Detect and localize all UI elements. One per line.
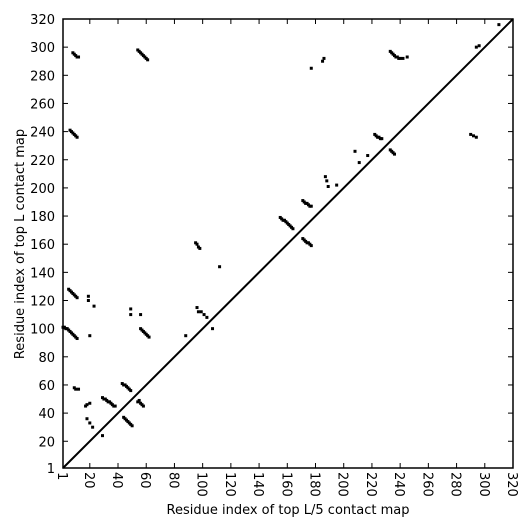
x-tick-label: 220 <box>363 472 378 497</box>
x-tick-label: 260 <box>419 472 434 497</box>
contact-point <box>205 315 209 319</box>
y-tick-label: 140 <box>30 266 55 281</box>
y-tick-label: 200 <box>30 182 55 197</box>
x-tick-label: 40 <box>109 472 124 489</box>
contact-point <box>474 45 478 49</box>
contact-point <box>211 327 215 331</box>
contact-point <box>309 204 313 208</box>
contact-point <box>199 310 203 314</box>
contact-point <box>139 313 143 317</box>
contact-point <box>335 183 339 187</box>
y-tick-label: 180 <box>30 210 55 225</box>
y-axis-label: Residue index of top L contact map <box>13 129 28 359</box>
contact-point <box>380 137 384 141</box>
contact-point <box>88 421 92 425</box>
x-axis-label: Residue index of top L/5 contact map <box>167 503 410 518</box>
contact-point <box>75 135 79 139</box>
y-tick-label: 120 <box>30 295 55 310</box>
x-tick-label: 1 <box>54 472 69 480</box>
contact-point <box>218 265 222 269</box>
contact-point <box>74 387 78 391</box>
y-tick-label: 220 <box>30 154 55 169</box>
contact-point <box>196 310 200 314</box>
contact-point <box>322 56 326 60</box>
contact-point <box>472 134 476 138</box>
contact-point <box>77 387 81 391</box>
y-tick-label: 260 <box>30 97 55 112</box>
contact-point <box>85 417 89 421</box>
contact-point <box>77 55 81 59</box>
contact-point <box>100 434 104 438</box>
y-tick-label: 80 <box>38 351 55 366</box>
x-tick-label: 180 <box>307 472 322 497</box>
x-tick-label: 80 <box>165 472 180 489</box>
contact-point <box>497 23 501 27</box>
contact-point <box>146 58 150 62</box>
contact-point <box>291 227 295 231</box>
plot-frame <box>62 18 514 469</box>
contact-point <box>353 149 357 153</box>
contact-point <box>326 184 330 188</box>
contact-point <box>75 296 79 300</box>
contact-point <box>401 56 405 60</box>
contact-point <box>86 299 90 303</box>
contact-point <box>137 398 141 402</box>
y-tick-label: 300 <box>30 41 55 56</box>
contact-point <box>86 294 90 298</box>
y-tick-label: 100 <box>30 323 55 338</box>
contact-point <box>366 154 370 158</box>
contact-point <box>85 403 89 407</box>
x-tick-label: 140 <box>250 472 265 497</box>
contact-point <box>357 161 361 165</box>
contact-point <box>198 246 202 250</box>
x-tick-label: 160 <box>278 472 293 497</box>
contact-point <box>184 334 188 338</box>
contact-point <box>321 59 325 63</box>
y-tick-label: 240 <box>30 126 55 141</box>
contact-point <box>88 401 92 405</box>
x-tick-label: 60 <box>137 472 152 489</box>
contact-point <box>393 152 397 156</box>
contact-point <box>477 44 481 48</box>
diagonal <box>62 18 514 469</box>
y-tick-label: 60 <box>38 379 55 394</box>
y-tick-label: 160 <box>30 238 55 253</box>
contact-point <box>474 135 478 139</box>
x-tick-label: 200 <box>335 472 350 497</box>
x-tick-label: 240 <box>391 472 406 497</box>
contact-point <box>469 132 473 136</box>
x-tick-label: 320 <box>504 472 519 497</box>
contact-point <box>309 66 313 70</box>
contact-point <box>141 404 145 408</box>
contact-point <box>323 175 327 179</box>
contact-point <box>129 313 133 317</box>
contact-point <box>92 304 96 308</box>
y-tick-label: 20 <box>38 435 55 450</box>
contact-point <box>91 425 95 429</box>
y-tick-label: 320 <box>30 13 55 28</box>
x-tick-label: 20 <box>81 472 96 489</box>
contact-point <box>309 244 313 248</box>
contact-point <box>75 337 79 341</box>
y-tick-label: 1 <box>47 462 55 477</box>
contact-point <box>130 424 134 428</box>
x-tick-label: 120 <box>222 472 237 497</box>
contact-point <box>195 306 199 310</box>
contact-point <box>113 404 117 408</box>
x-tick-label: 280 <box>448 472 463 497</box>
contact-point <box>195 242 199 246</box>
y-tick-label: 40 <box>38 407 55 422</box>
contact-point <box>398 56 402 60</box>
contact-point <box>147 335 151 339</box>
x-tick-label: 100 <box>194 472 209 497</box>
y-tick-label: 280 <box>30 69 55 84</box>
contact-point <box>88 334 92 338</box>
contact-point <box>202 313 206 317</box>
contact-point <box>129 307 133 311</box>
contact-point <box>129 389 133 393</box>
contact-point <box>405 55 409 59</box>
contact-point <box>325 179 329 183</box>
x-tick-label: 300 <box>476 472 491 497</box>
